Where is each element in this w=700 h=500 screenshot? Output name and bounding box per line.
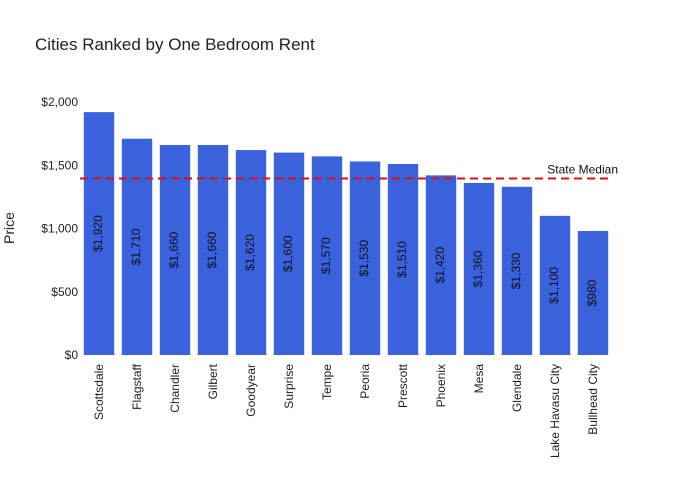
bar[interactable] [463, 182, 495, 355]
chart-title: Cities Ranked by One Bedroom Rent [35, 35, 315, 54]
x-tick-label: Bullhead City [586, 364, 600, 435]
bar[interactable] [159, 145, 191, 355]
x-tick-label: Mesa [472, 364, 486, 394]
x-tick-label: Surprise [282, 364, 296, 409]
bar-value-label: $1,660 [205, 231, 219, 268]
bar-value-label: $980 [585, 279, 599, 306]
y-tick-label: $1,000 [41, 222, 78, 236]
x-tick-label: Lake Havasu City [548, 364, 562, 458]
bar[interactable] [539, 215, 571, 355]
bar[interactable] [197, 145, 229, 355]
x-tick-label: Peoria [358, 364, 372, 399]
x-tick-label: Phoenix [434, 364, 448, 407]
bars-group [83, 112, 609, 356]
x-tick-label: Goodyear [244, 364, 258, 417]
bar[interactable] [425, 175, 457, 355]
y-tick-label: $500 [51, 285, 78, 299]
x-tick-label: Scottsdale [92, 364, 106, 420]
x-tick-label: Prescott [396, 363, 410, 408]
x-tick-label: Glendale [510, 364, 524, 412]
y-axis-label: Price [1, 212, 17, 244]
bar[interactable] [273, 152, 305, 355]
x-tick-label: Flagstaff [130, 363, 144, 409]
bar-value-label: $1,360 [471, 250, 485, 287]
bar-value-label: $1,570 [319, 237, 333, 274]
bar-value-label: $1,330 [509, 252, 523, 289]
x-tick-label: Chandler [168, 364, 182, 413]
bar[interactable] [235, 150, 267, 355]
x-tick-label: Gilbert [206, 363, 220, 399]
bar[interactable] [387, 163, 419, 355]
bar[interactable] [121, 138, 153, 355]
median-line-group: State Median [80, 163, 618, 180]
y-axis: $0 $500 $1,000 $1,500 $2,000 [41, 95, 78, 362]
bar-value-label: $1,620 [243, 234, 257, 271]
bar-value-label: $1,710 [129, 228, 143, 265]
y-tick-label: $0 [65, 348, 79, 362]
bar-value-label: $1,420 [433, 247, 447, 284]
bar-value-label: $1,660 [167, 231, 181, 268]
y-tick-label: $1,500 [41, 158, 78, 172]
bar-value-label: $1,920 [91, 215, 105, 252]
y-tick-label: $2,000 [41, 95, 78, 109]
bar[interactable] [577, 231, 609, 355]
bar[interactable] [501, 186, 533, 355]
bar-value-label: $1,100 [547, 267, 561, 304]
state-median-label: State Median [547, 163, 618, 177]
bar-value-label: $1,510 [395, 241, 409, 278]
bar-value-label: $1,600 [281, 235, 295, 272]
x-axis: Scottsdale Flagstaff Chandler Gilbert Goodye… [92, 363, 600, 458]
bar[interactable] [83, 112, 115, 356]
bar-value-label: $1,530 [357, 240, 371, 277]
bar-labels-group: $1,920 $1,710 $1,660 $1,660 $1,620 $1,600 $1,5… [91, 215, 599, 306]
bar[interactable] [349, 161, 381, 355]
bar[interactable] [311, 156, 343, 355]
x-tick-label: Tempe [320, 364, 334, 400]
